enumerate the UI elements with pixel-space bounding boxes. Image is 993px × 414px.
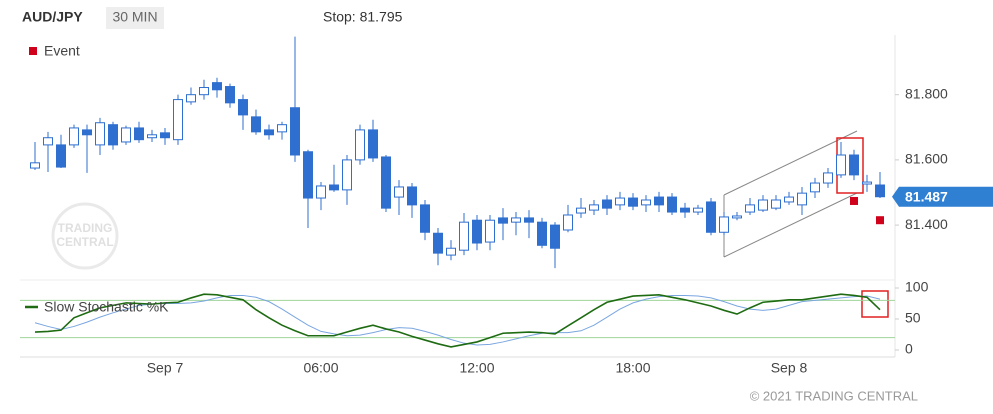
candle-body — [108, 124, 118, 146]
y-tick-label: 81.600 — [905, 151, 948, 167]
candle-body — [810, 182, 820, 193]
y-tick-label: 81.800 — [905, 85, 948, 101]
candle-body — [277, 124, 287, 133]
x-tick-label: Sep 8 — [771, 360, 808, 376]
candle-body — [719, 216, 729, 233]
event-marker — [850, 196, 858, 205]
symbol: AUD/JPY — [22, 9, 83, 25]
candle-body — [147, 134, 157, 139]
candle-body — [667, 196, 677, 213]
candle-body — [173, 99, 183, 141]
candle-body — [238, 99, 248, 116]
candle-body — [706, 201, 716, 233]
candle-body — [537, 221, 547, 246]
last-price-tag — [892, 186, 993, 207]
candle-body — [498, 217, 508, 224]
candle-body — [121, 127, 131, 143]
candle-body — [576, 207, 586, 214]
candle-body — [342, 159, 352, 191]
candle-body — [30, 162, 40, 169]
candle-body — [212, 82, 222, 91]
candle-body — [654, 196, 664, 206]
candle-body — [784, 196, 794, 203]
candle-body — [433, 232, 443, 254]
candle-body — [628, 197, 638, 207]
candle-body — [290, 107, 300, 156]
candle-body — [836, 154, 846, 176]
candle-body — [199, 87, 209, 96]
interval-box — [106, 7, 164, 29]
candle-body — [472, 219, 482, 244]
candle-body — [82, 129, 92, 136]
candle-body — [316, 185, 326, 199]
y-tick-label: 0 — [905, 341, 913, 357]
candle-body — [823, 172, 833, 184]
event-marker — [876, 216, 884, 225]
candle-body — [43, 137, 53, 146]
candle-body — [732, 215, 742, 219]
candle-body — [251, 116, 261, 133]
candle-body — [797, 192, 807, 206]
candle-body — [303, 151, 313, 199]
y-tick-label: 50 — [905, 310, 921, 326]
x-tick-label: 12:00 — [459, 360, 494, 376]
y-tick-label: 81.400 — [905, 216, 948, 232]
candle-body — [589, 204, 599, 211]
candle-body — [368, 129, 378, 159]
y-tick-label: 100 — [905, 279, 929, 295]
x-tick-label: 06:00 — [303, 360, 338, 376]
candle-body — [95, 122, 105, 146]
svg-text:TRADING: TRADING — [58, 221, 113, 235]
candle-body — [394, 186, 404, 198]
candle-body — [186, 94, 196, 103]
candle-body — [758, 199, 768, 211]
candle-body — [407, 186, 417, 206]
candle-body — [849, 154, 859, 176]
x-tick-label: 18:00 — [615, 360, 650, 376]
candle-body — [693, 207, 703, 213]
interval: 30 MIN — [112, 9, 157, 25]
candle-body — [56, 144, 66, 168]
candle-body — [875, 184, 885, 198]
candle-body — [420, 204, 430, 233]
candle-body — [550, 224, 560, 249]
legend-swatch — [29, 47, 37, 55]
last-price-label: 81.487 — [905, 188, 948, 204]
stop: Stop: 81.795 — [323, 9, 403, 25]
candle-body — [459, 221, 469, 251]
legend-label: Slow Stochastic %K — [44, 299, 169, 315]
candle-body — [524, 217, 534, 223]
candle-body — [381, 156, 391, 209]
watermark: TRADING CENTRAL — [51, 202, 119, 270]
legend-label: Event — [44, 43, 80, 59]
candle-body — [680, 207, 690, 213]
candle-body — [771, 199, 781, 209]
svg-text:CENTRAL: CENTRAL — [56, 235, 113, 249]
candle-body — [745, 204, 755, 213]
candle-body — [69, 127, 79, 146]
highlight-box — [861, 290, 889, 318]
candle-body — [160, 132, 170, 139]
candle-body — [615, 197, 625, 206]
candle-body — [225, 86, 235, 104]
candle-body — [264, 129, 274, 136]
candle-body — [563, 214, 573, 231]
candle-body — [446, 247, 456, 256]
stochastic-line — [34, 294, 881, 346]
candle-body — [641, 199, 651, 206]
candle-body — [485, 219, 495, 243]
candle-body — [329, 184, 339, 191]
candle-body — [511, 217, 521, 223]
candle-body — [862, 181, 872, 185]
copyright: © 2021 TRADING CENTRAL — [750, 388, 918, 403]
candle-body — [355, 129, 365, 161]
x-tick-label: Sep 7 — [147, 360, 184, 376]
candle-body — [602, 199, 612, 209]
candle-body — [134, 127, 144, 141]
stochastic-line — [34, 293, 881, 348]
